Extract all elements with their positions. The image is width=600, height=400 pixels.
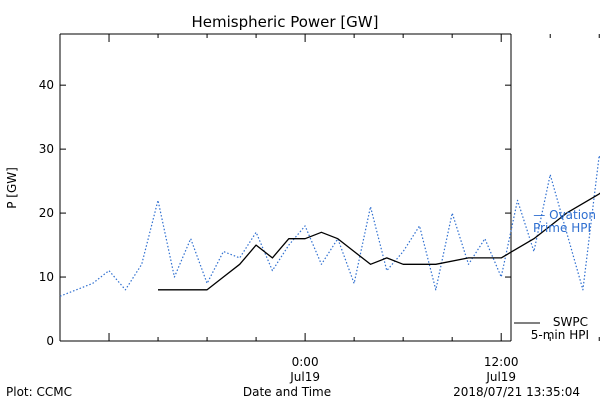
chart-title: Hemispheric Power [GW]: [192, 13, 379, 31]
y-axis-label: P [GW]: [5, 167, 19, 209]
x-tick-time-label: 0:00: [292, 355, 319, 369]
legend-ovation-line2: Prime HPI: [533, 221, 591, 235]
x-tick-time-label: 12:00: [484, 355, 519, 369]
legend: — Ovation Prime HPI SWPC 5-min HPI: [514, 208, 596, 342]
x-tick-date-label: Jul19: [485, 370, 516, 384]
legend-swpc-line2: 5-min HPI: [531, 328, 589, 342]
y-tick-label: 0: [46, 334, 54, 348]
footer-plot-source: Plot: CCMC: [6, 385, 72, 399]
x-axis-ticks: 0:00Jul1912:00Jul190:00Jul2012:00Jul200:…: [108, 34, 600, 384]
plot-frame: [59, 33, 512, 342]
series-ovation-prime-line: [59, 154, 600, 297]
y-axis-ticks: 0 10 20 30 40: [39, 78, 511, 348]
series-layer: [59, 154, 600, 297]
legend-swpc-line1: SWPC: [553, 315, 588, 329]
x-tick-date-label: Jul19: [289, 370, 320, 384]
footer-x-axis-label: Date and Time: [243, 385, 331, 399]
legend-ovation-line1: — Ovation: [533, 208, 596, 222]
footer-timestamp: 2018/07/21 13:35:04: [453, 385, 580, 399]
y-tick-label: 20: [39, 206, 54, 220]
y-tick-label: 10: [39, 270, 54, 284]
y-tick-label: 30: [39, 142, 54, 156]
series-swpc-line: [158, 192, 600, 291]
y-tick-label: 40: [39, 78, 54, 92]
